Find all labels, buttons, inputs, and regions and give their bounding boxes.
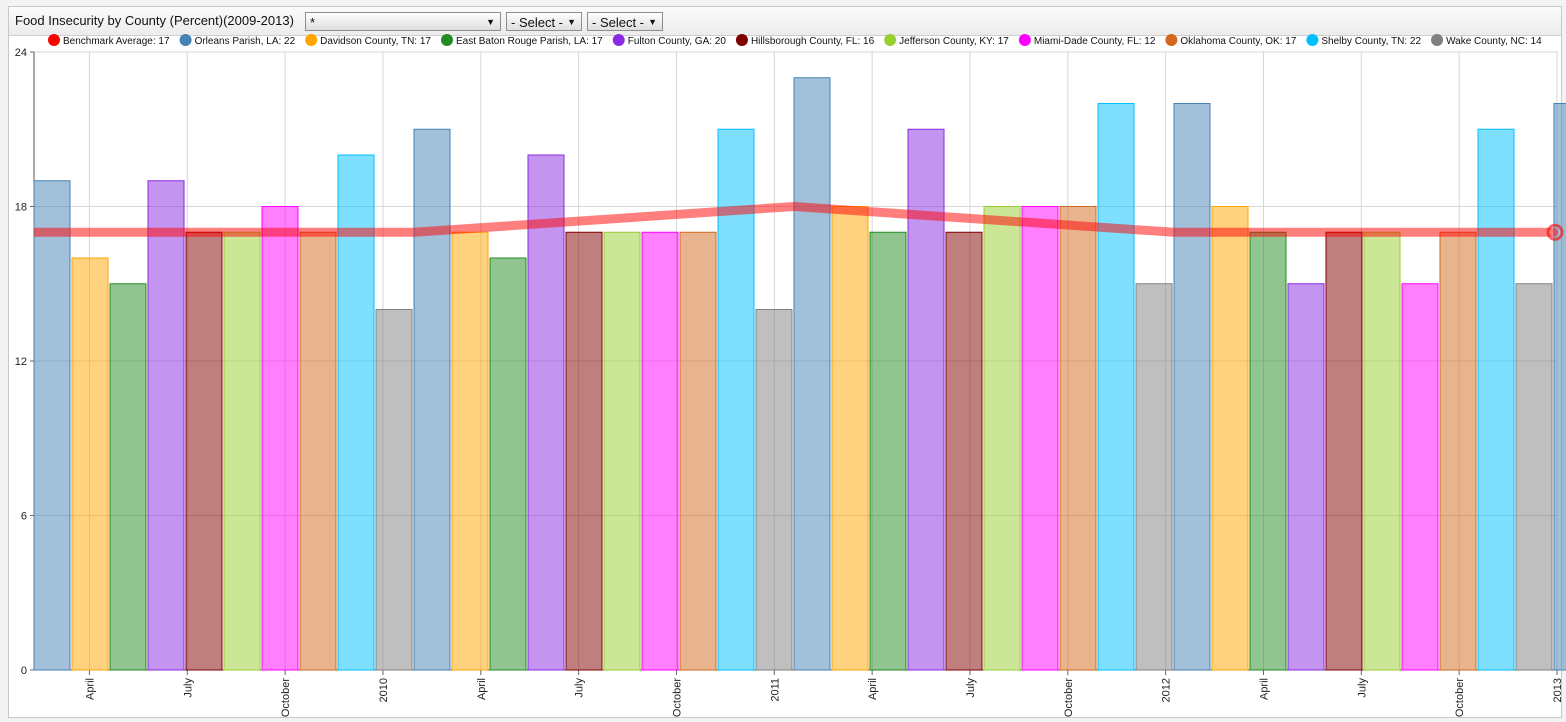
legend-label: Davidson County, TN: 17 <box>320 36 431 47</box>
bar <box>1059 206 1097 671</box>
bar <box>451 231 489 671</box>
legend-label: East Baton Rouge Parish, LA: 17 <box>456 36 603 47</box>
bar <box>71 257 109 671</box>
bar <box>33 180 71 671</box>
bar <box>983 206 1021 671</box>
y-tick-label: 12 <box>15 356 27 368</box>
legend-label: Benchmark Average: 17 <box>63 36 170 47</box>
period-select-value: - Select - <box>592 15 645 30</box>
x-tick-label: October <box>280 678 292 717</box>
legend-swatch <box>305 34 318 46</box>
bar <box>755 309 793 671</box>
bar <box>413 128 451 671</box>
bar <box>147 180 185 671</box>
bar <box>1021 206 1059 671</box>
legend-swatch <box>48 34 60 46</box>
chart-title: Food Insecurity by County (Percent)(2009… <box>15 13 294 28</box>
x-tick-label: 2011 <box>769 678 781 702</box>
legend-swatch <box>612 34 625 46</box>
legend-swatch <box>1431 34 1444 46</box>
bar <box>185 231 223 671</box>
bar <box>1135 283 1173 671</box>
dropdown-arrow-icon: ▼ <box>648 17 657 27</box>
metric-select[interactable]: - Select - ▼ <box>506 12 582 31</box>
bar <box>527 154 565 671</box>
bar <box>717 128 755 671</box>
bar <box>831 206 869 671</box>
x-tick-label: July <box>1356 678 1368 698</box>
bar <box>1249 231 1287 671</box>
legend-label: Wake County, NC: 14 <box>1446 36 1542 47</box>
bar <box>223 231 261 671</box>
bar <box>945 231 983 671</box>
x-tick-label: October <box>1454 678 1466 717</box>
x-tick-label: April <box>84 678 96 700</box>
bar <box>565 231 603 671</box>
bar <box>261 206 299 671</box>
y-tick-label: 24 <box>15 47 27 59</box>
bar <box>375 309 413 671</box>
legend-label: Jefferson County, KY: 17 <box>899 36 1009 47</box>
bar <box>1325 231 1363 671</box>
bar <box>1173 103 1211 671</box>
x-tick-label: October <box>1063 678 1075 717</box>
y-tick-label: 0 <box>21 665 27 677</box>
benchmark-line <box>34 202 1559 237</box>
bar <box>1287 283 1325 671</box>
x-tick-label: July <box>965 678 977 698</box>
legend: Benchmark Average: 17 Orleans Parish, LA:… <box>48 34 1542 47</box>
bar <box>1553 103 1566 671</box>
x-tick-label: 2013 <box>1552 678 1564 702</box>
legend-label: Shelby County, TN: 22 <box>1321 36 1421 47</box>
y-tick-label: 6 <box>21 511 27 523</box>
period-select[interactable]: - Select - ▼ <box>587 12 663 31</box>
legend-label: Oklahoma County, OK: 17 <box>1180 36 1296 47</box>
bar <box>1211 206 1249 671</box>
y-tick-label: 18 <box>15 202 27 214</box>
legend-label: Hillsborough County, FL: 16 <box>751 36 875 47</box>
legend-swatch <box>179 34 192 46</box>
legend-swatch <box>884 34 897 46</box>
x-tick-label: 2010 <box>378 678 390 702</box>
bar <box>679 231 717 671</box>
legend-swatch <box>440 34 453 46</box>
entity-select-value: * <box>310 15 316 30</box>
legend-swatch <box>1165 34 1178 46</box>
bar <box>641 231 679 671</box>
x-tick-label: April <box>867 678 879 700</box>
x-tick-label: April <box>1258 678 1270 700</box>
bar <box>793 77 831 671</box>
bar <box>109 283 147 671</box>
bar <box>869 231 907 671</box>
bar <box>603 231 641 671</box>
bar <box>1439 231 1477 671</box>
dropdown-arrow-icon: ▼ <box>486 17 495 27</box>
bar <box>489 257 527 671</box>
benchmark-point-marker <box>1546 223 1564 241</box>
legend-label: Miami-Dade County, FL: 12 <box>1034 36 1156 47</box>
legend-swatch <box>1306 34 1319 46</box>
bar <box>1097 103 1135 671</box>
entity-select[interactable]: * ▼ <box>305 12 501 31</box>
x-tick-label: October <box>671 678 683 717</box>
bar <box>1515 283 1553 671</box>
x-tick-label: 2012 <box>1161 678 1173 702</box>
bar <box>1363 231 1401 671</box>
legend-label: Orleans Parish, LA: 22 <box>195 36 296 47</box>
bar <box>1401 283 1439 671</box>
x-tick-label: July <box>182 678 194 698</box>
legend-label: Fulton County, GA: 20 <box>628 36 727 47</box>
legend-swatch <box>1018 34 1031 46</box>
dropdown-arrow-icon: ▼ <box>567 17 576 27</box>
bar <box>299 231 337 671</box>
bar <box>337 154 375 671</box>
toolbar: Food Insecurity by County (Percent)(2009… <box>9 7 1561 36</box>
metric-select-value: - Select - <box>511 15 564 30</box>
bar <box>1477 128 1515 671</box>
x-tick-label: July <box>574 678 586 698</box>
legend-swatch <box>735 34 748 46</box>
x-tick-label: April <box>476 678 488 700</box>
